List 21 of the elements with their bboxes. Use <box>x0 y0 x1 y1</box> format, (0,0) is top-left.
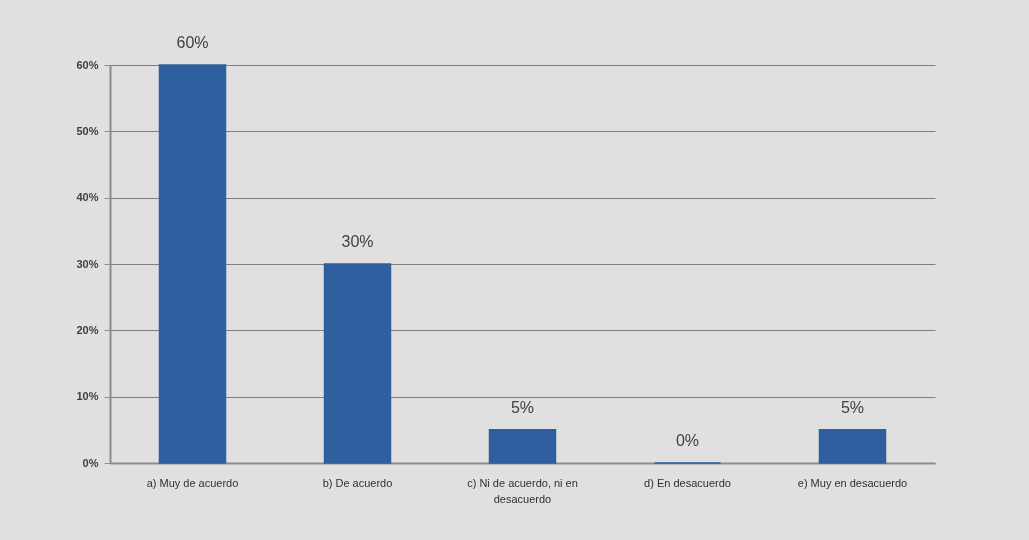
bar <box>818 429 887 464</box>
x-tick-label: b) De acuerdo <box>322 476 393 489</box>
data-label: 5% <box>510 398 535 416</box>
y-tick-label: 50% <box>76 124 99 137</box>
y-tick-label: 20% <box>76 323 99 336</box>
x-tick-label: e) Muy en desacuerdo <box>797 476 908 489</box>
x-tick-label: a) Muy de acuerdo <box>146 476 239 489</box>
y-tick-label: 0% <box>82 456 99 469</box>
data-label: 5% <box>840 398 865 416</box>
bar <box>488 429 557 464</box>
bar <box>323 263 392 464</box>
y-tick-label: 10% <box>76 390 99 403</box>
x-tick-label: d) En desacuerdo <box>644 476 731 489</box>
y-tick-label: 30% <box>76 257 99 270</box>
data-label: 60% <box>176 34 209 51</box>
bar <box>158 64 227 464</box>
x-tick-label: c) Ni de acuerdo, ni en desacuerdo <box>467 476 578 505</box>
y-tick-label: 60% <box>76 58 99 71</box>
y-tick-label: 40% <box>76 191 99 204</box>
data-label: 0% <box>675 432 700 449</box>
data-label: 30% <box>341 233 374 250</box>
